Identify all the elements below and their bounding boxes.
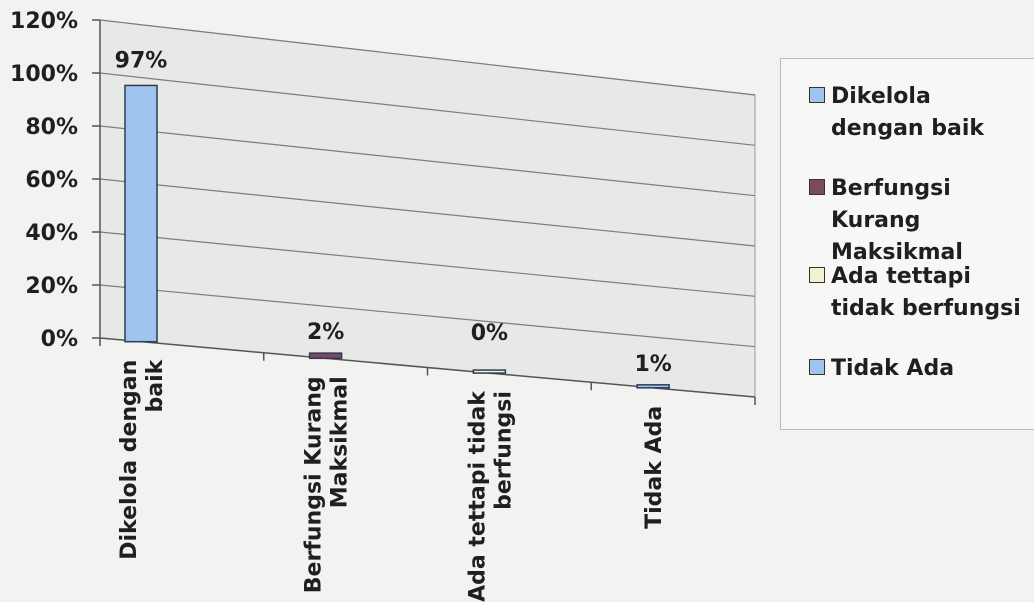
y-tick-label: 80%	[25, 115, 78, 140]
gridline	[99, 19, 756, 96]
data-label-1: 97%	[115, 48, 168, 73]
x-category-text: berfungsi	[491, 391, 516, 510]
y-tick-label: 20%	[25, 274, 78, 299]
x-category-label-3: Ada tettapi tidak berfungsi	[465, 390, 516, 602]
legend-item-ada-tidak-berfungsi: Ada tettapi tidak berfungsi	[809, 261, 1031, 325]
x-category-label-2: Berfungsi Kurang Maksikmal	[302, 376, 353, 593]
bar-3	[472, 369, 507, 374]
legend-label-ada-tidak-berfungsi: Ada tettapi tidak berfungsi	[831, 264, 1021, 321]
x-category-text: Maksikmal	[328, 376, 353, 508]
bar-4	[636, 384, 670, 389]
x-category-text: Ada tettapi tidak	[465, 390, 490, 602]
y-tick-label: 40%	[25, 221, 78, 246]
gridline	[99, 72, 756, 146]
gridline	[99, 178, 756, 247]
x-category-text: Tidak Ada	[642, 406, 667, 529]
legend-label-dikelola: Dikelola dengan baik	[831, 84, 985, 141]
y-tick-label: 0%	[41, 327, 78, 352]
legend-item-berfungsi-kurang: Berfungsi Kurang Maksikmal	[809, 173, 1031, 269]
x-category-text: baik	[143, 358, 168, 412]
chart-legend: Dikelola dengan baik Berfungsi Kurang Ma…	[780, 58, 1034, 430]
data-label-2: 2%	[307, 320, 344, 345]
gridline	[99, 284, 756, 348]
legend-swatch-ada-tidak-berfungsi	[809, 267, 825, 283]
data-label-3: 0%	[471, 321, 508, 346]
legend-item-dikelola: Dikelola dengan baik	[809, 81, 1031, 145]
bar-1	[124, 84, 158, 343]
legend-label-berfungsi-kurang: Berfungsi Kurang Maksikmal	[831, 176, 963, 265]
x-category-text: Berfungsi Kurang	[302, 376, 327, 593]
legend-item-tidak-ada: Tidak Ada	[809, 353, 1031, 385]
y-tick-label: 60%	[25, 168, 78, 193]
data-label-4: 1%	[634, 352, 671, 377]
gridline	[99, 125, 756, 197]
legend-label-tidak-ada: Tidak Ada	[831, 356, 955, 381]
legend-swatch-dikelola	[809, 87, 825, 103]
x-category-label-1: Dikelola dengan baik	[117, 358, 168, 559]
gridline	[99, 231, 756, 297]
y-tick-label: 120%	[10, 9, 78, 34]
y-tick-label: 100%	[10, 62, 78, 87]
x-category-text: Dikelola dengan	[117, 360, 142, 560]
legend-swatch-berfungsi-kurang	[809, 179, 825, 195]
x-category-label-4: Tidak Ada	[642, 406, 667, 529]
bar-2	[308, 352, 343, 360]
plot-area	[99, 19, 756, 398]
legend-swatch-tidak-ada	[809, 359, 825, 375]
